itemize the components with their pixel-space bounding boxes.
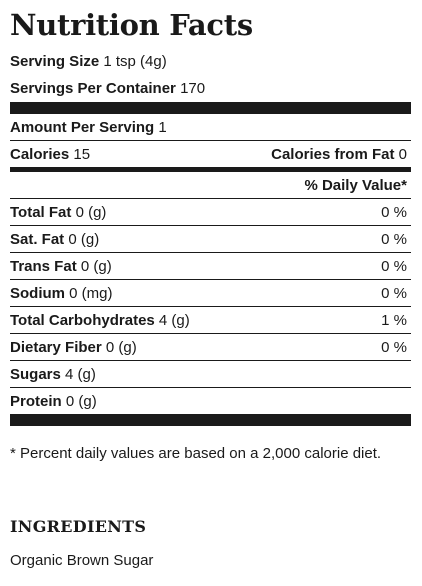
serving-size-line: Serving Size 1 tsp (4g) bbox=[10, 48, 411, 75]
nutrient-row: Dietary Fiber 0 (g) 0 % bbox=[10, 334, 411, 361]
nutrient-label: Sat. Fat bbox=[10, 230, 65, 248]
nutrient-list: Total Fat 0 (g) 0 % Sat. Fat 0 (g) 0 % T… bbox=[10, 199, 411, 414]
nutrition-facts-title: Nutrition Facts bbox=[10, 8, 253, 42]
nutrient-label: Protein bbox=[10, 392, 62, 410]
daily-value-header: % Daily Value* bbox=[304, 176, 407, 194]
nutrient-amount: 0 (mg) bbox=[69, 284, 113, 302]
ingredients-text: Organic Brown Sugar bbox=[10, 552, 154, 569]
nutrient-row: Sugars 4 (g) bbox=[10, 361, 411, 388]
nutrient-amount: 0 (g) bbox=[80, 257, 112, 275]
nutrient-label: Total Carbohydrates bbox=[10, 311, 155, 329]
nutrient-amount: 4 (g) bbox=[158, 311, 190, 329]
serving-size-value: 1 tsp (4g) bbox=[103, 53, 167, 70]
servings-per-container-label: Servings Per Container bbox=[10, 80, 176, 97]
nutrient-row: Sodium 0 (mg) 0 % bbox=[10, 280, 411, 307]
calories-from-fat-value: 0 bbox=[398, 145, 407, 163]
nutrient-label: Sodium bbox=[10, 284, 65, 302]
daily-value-header-row: % Daily Value* bbox=[10, 172, 411, 199]
nutrient-amount: 0 (g) bbox=[65, 392, 97, 410]
nutrient-daily-value: 0 % bbox=[381, 230, 407, 248]
nutrient-row: Total Fat 0 (g) 0 % bbox=[10, 199, 411, 226]
nutrient-amount: 0 (g) bbox=[75, 203, 107, 221]
nutrient-amount: 4 (g) bbox=[65, 365, 96, 383]
nutrient-amount: 0 (g) bbox=[68, 230, 100, 248]
nutrient-row: Sat. Fat 0 (g) 0 % bbox=[10, 226, 411, 253]
nutrition-panel: Nutrition Facts Serving Size 1 tsp (4g) … bbox=[10, 8, 411, 571]
calories-from-fat-label: Calories from Fat bbox=[271, 145, 395, 163]
nutrient-row: Trans Fat 0 (g) 0 % bbox=[10, 253, 411, 280]
nutrient-daily-value: 0 % bbox=[381, 257, 407, 275]
nutrient-daily-value: 0 % bbox=[381, 338, 407, 356]
nutrient-row: Protein 0 (g) bbox=[10, 388, 411, 414]
amount-per-serving-value: 1 bbox=[158, 118, 167, 136]
calories-row: Calories 15 Calories from Fat 0 bbox=[10, 141, 411, 167]
daily-value-footnote: * Percent daily values are based on a 2,… bbox=[10, 445, 382, 462]
nutrient-label: Trans Fat bbox=[10, 257, 77, 275]
calories-label: Calories bbox=[10, 145, 70, 163]
ingredients-heading: INGREDIENTS bbox=[10, 517, 147, 536]
nutrient-label: Total Fat bbox=[10, 203, 72, 221]
amount-per-serving-row: Amount Per Serving 1 bbox=[10, 114, 411, 141]
divider-thick-bottom bbox=[10, 414, 411, 426]
divider-thick bbox=[10, 102, 411, 114]
nutrient-row: Total Carbohydrates 4 (g) 1 % bbox=[10, 307, 411, 334]
nutrient-daily-value: 1 % bbox=[381, 311, 407, 329]
nutrient-daily-value: 0 % bbox=[381, 284, 407, 302]
divider-medium bbox=[10, 167, 411, 172]
servings-per-container-line: Servings Per Container 170 bbox=[10, 75, 411, 102]
nutrient-amount: 0 (g) bbox=[105, 338, 137, 356]
nutrient-label: Sugars bbox=[10, 365, 61, 383]
servings-per-container-value: 170 bbox=[180, 80, 206, 97]
nutrient-daily-value: 0 % bbox=[381, 203, 407, 221]
nutrient-label: Dietary Fiber bbox=[10, 338, 102, 356]
serving-size-label: Serving Size bbox=[10, 53, 100, 70]
amount-per-serving-label: Amount Per Serving bbox=[10, 118, 155, 136]
calories-value: 15 bbox=[73, 145, 91, 163]
